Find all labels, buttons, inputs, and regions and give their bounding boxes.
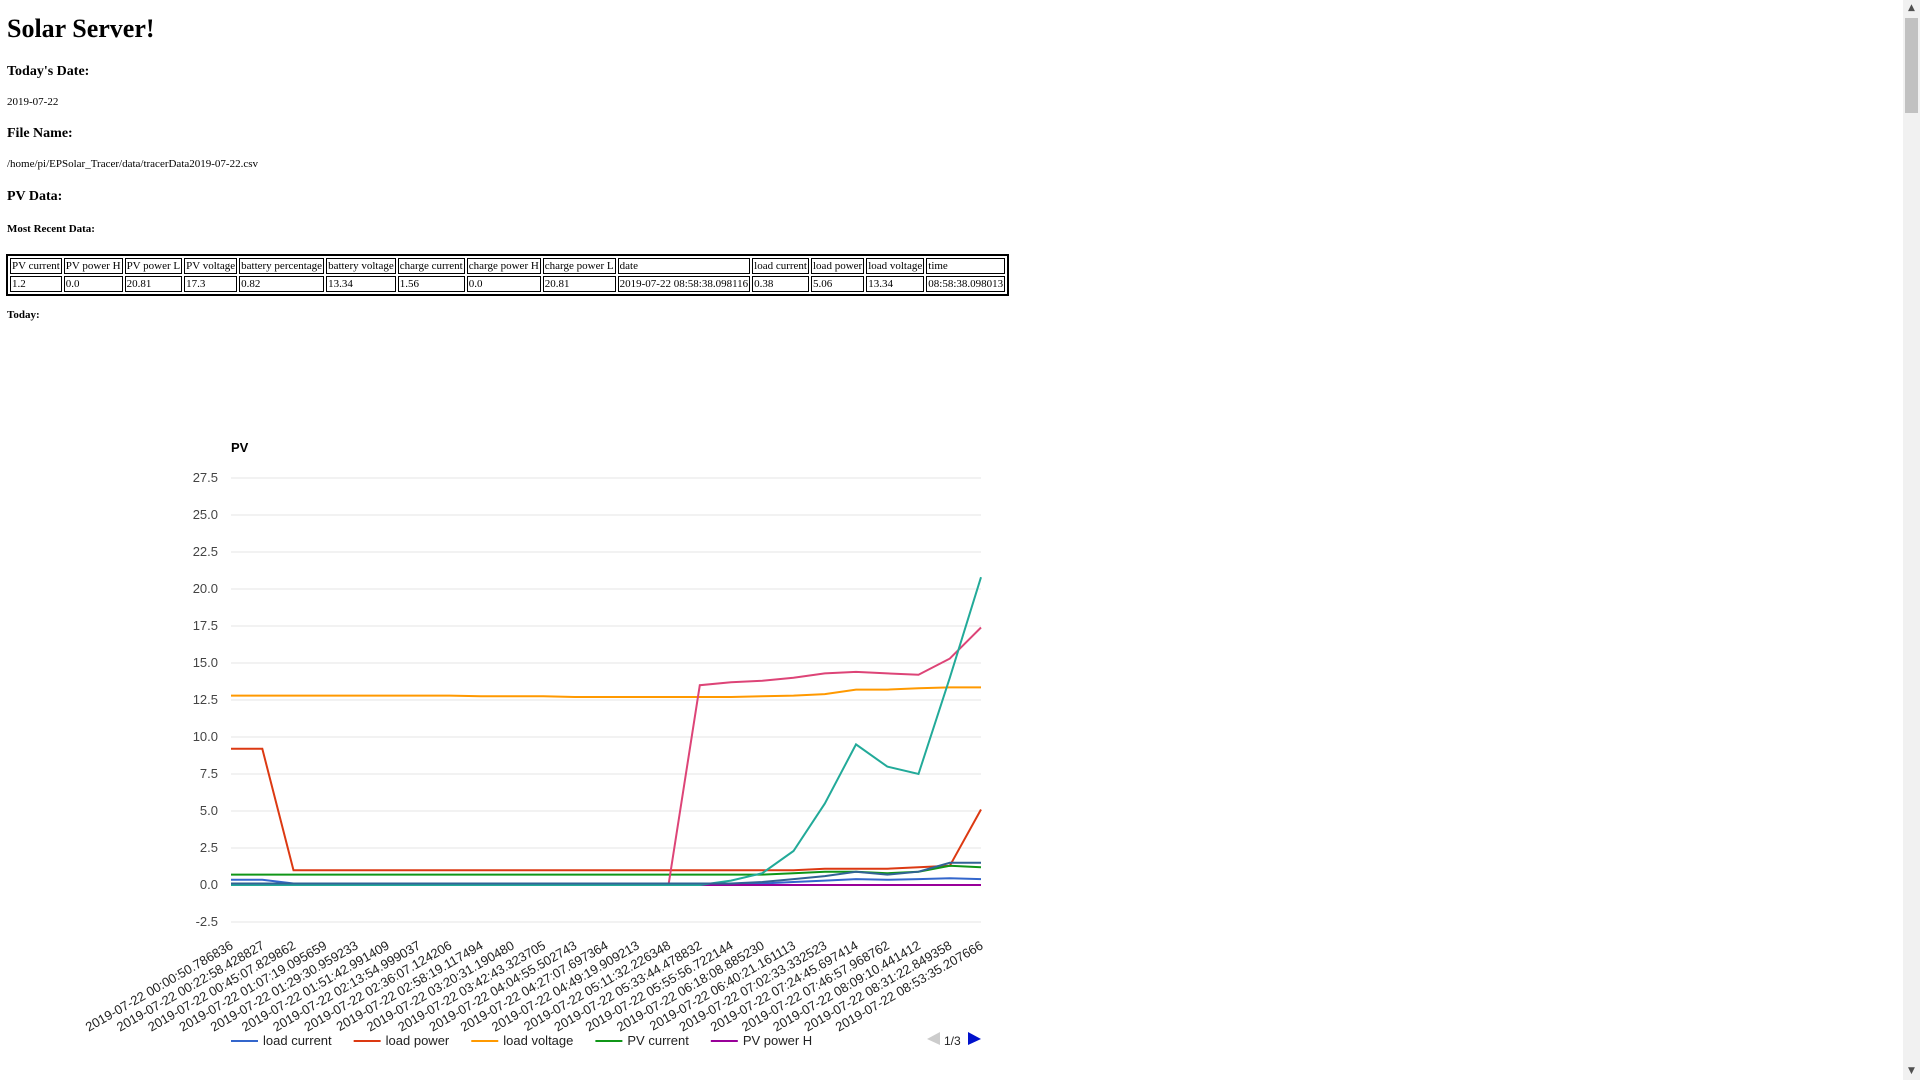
pager-text: 1/3: [944, 1034, 961, 1048]
table-cell: 5.06: [811, 276, 865, 292]
table-cell: 1.2: [10, 276, 62, 292]
date-heading: Today's Date:: [7, 64, 90, 79]
y-axis: -2.5 0.0 2.5 5.0 7.5 10.0 12.5 15.0 17.5 20.0 22.5…: [193, 470, 218, 929]
y-tick-label: -2.5: [196, 914, 218, 929]
table-header-cell: PV voltage: [184, 258, 238, 274]
y-tick-label: 2.5: [200, 840, 218, 855]
scroll-down-icon[interactable]: ▼: [1908, 1066, 1915, 1076]
pager-next-icon[interactable]: [968, 1032, 981, 1045]
chart-title: PV: [231, 440, 249, 455]
recent-data-heading: Most Recent Data:: [7, 223, 95, 235]
scroll-up-icon[interactable]: ▲: [1908, 3, 1915, 13]
y-tick-label: 22.5: [193, 544, 218, 559]
pv-line-chart: -2.5 0.0 2.5 5.0 7.5 10.0 12.5 15.0 17.5 20.0 22.5…: [83, 440, 986, 1048]
table-header-cell: PV power H: [63, 258, 123, 274]
vertical-scrollbar[interactable]: ▲ ▼: [1903, 0, 1920, 1080]
chart-series: [231, 576, 982, 886]
y-tick-label: 10.0: [193, 729, 218, 744]
legend-pager: 1/3: [927, 1032, 981, 1048]
table-header-cell: load current: [752, 258, 809, 274]
y-tick-label: 17.5: [193, 618, 218, 633]
pv-data-heading: PV Data:: [7, 189, 63, 204]
y-tick-label: 15.0: [193, 655, 218, 670]
table-cell: 20.81: [542, 276, 616, 292]
table-cell: 08:58:38.098013: [926, 276, 1006, 292]
series-line: [231, 576, 982, 886]
date-value: 2019-07-22: [7, 96, 59, 108]
y-tick-label: 5.0: [200, 803, 218, 818]
table-header-cell: load power: [811, 258, 865, 274]
table-header-cell: time: [926, 258, 1006, 274]
table-cell: 17.3: [184, 276, 238, 292]
table-cell: 20.81: [124, 276, 183, 292]
table-cell: 0.38: [752, 276, 809, 292]
table-cell: 1.56: [397, 276, 465, 292]
y-tick-label: 25.0: [193, 507, 218, 522]
table-header-cell: charge power H: [466, 258, 541, 274]
table-cell: 0.0: [63, 276, 123, 292]
legend-label: load voltage: [503, 1033, 573, 1048]
table-cell: 13.34: [866, 276, 925, 292]
page-title: Solar Server!: [7, 14, 155, 43]
series-line: [231, 747, 982, 872]
table-header-row: PV current PV power H PV power L PV voltage…: [10, 258, 1006, 274]
table-cell: 13.34: [326, 276, 396, 292]
legend-label: PV power H: [743, 1033, 812, 1048]
y-tick-label: 0.0: [200, 877, 218, 892]
table-header-cell: PV power L: [124, 258, 183, 274]
file-value: /home/pi/EPSolar_Tracer/data/tracerData2…: [7, 158, 258, 170]
legend-label: load current: [263, 1033, 332, 1048]
recent-data-table: PV current PV power H PV power L PV voltage…: [6, 254, 1010, 296]
table-cell: 2019-07-22 08:58:38.098116: [617, 276, 751, 292]
y-tick-label: 12.5: [193, 692, 218, 707]
file-heading: File Name:: [7, 126, 73, 141]
series-line: [231, 861, 981, 885]
y-tick-label: 20.0: [193, 581, 218, 596]
series-line: [231, 686, 981, 698]
table-cell: 0.82: [239, 276, 325, 292]
pager-prev-icon[interactable]: [927, 1032, 940, 1045]
table-row: 1.2 0.0 20.81 17.3 0.82 13.34 1.56 0.0 20.81 2019…: [10, 276, 1006, 292]
scroll-thumb[interactable]: [1905, 18, 1918, 113]
table-header-cell: load voltage: [866, 258, 925, 274]
table-header-cell: charge power L: [542, 258, 616, 274]
table-header-cell: charge current: [397, 258, 465, 274]
legend-label: PV current: [627, 1033, 689, 1048]
today-heading: Today:: [7, 309, 40, 321]
table-header-cell: PV current: [10, 258, 62, 274]
table-header-cell: battery percentage: [239, 258, 325, 274]
legend-label: load power: [386, 1033, 450, 1048]
table-header-cell: battery voltage: [326, 258, 396, 274]
y-tick-label: 7.5: [200, 766, 218, 781]
series-line: [231, 626, 982, 886]
chart-grid: [231, 477, 981, 923]
table-cell: 0.0: [466, 276, 541, 292]
table-header-cell: date: [617, 258, 751, 274]
y-tick-label: 27.5: [193, 470, 218, 485]
chart-legend: load current load power load voltage PV cur…: [231, 1033, 812, 1048]
